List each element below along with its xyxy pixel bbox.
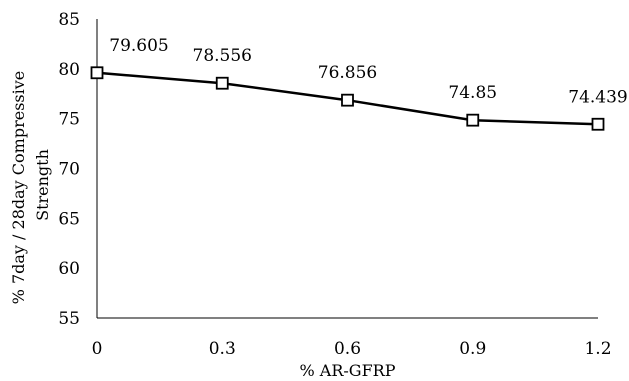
x-tick-label: 0.9 xyxy=(459,339,486,359)
x-axis-ticks: 0 0.3 0.6 0.9 1.2 xyxy=(92,339,612,359)
data-labels: 79.605 78.556 76.856 74.85 74.439 xyxy=(109,36,627,107)
y-axis-title-line-2: Strength xyxy=(33,149,52,221)
data-label: 78.556 xyxy=(193,46,252,66)
x-tick-label: 0.3 xyxy=(209,339,236,359)
data-point-marker xyxy=(215,76,229,90)
x-tick-label: 1.2 xyxy=(584,339,611,359)
y-tick-label: 70 xyxy=(58,160,80,180)
data-label: 79.605 xyxy=(109,36,168,56)
y-axis-ticks: 55 60 65 70 75 80 85 xyxy=(58,10,80,329)
y-tick-label: 60 xyxy=(58,259,80,279)
y-tick-label: 80 xyxy=(58,60,80,80)
y-axis-title: % 7day / 28day Compressive Strength xyxy=(9,66,52,305)
x-axis-title: % AR-GFRP xyxy=(300,361,396,380)
y-tick-label: 85 xyxy=(58,10,80,30)
data-label: 74.85 xyxy=(448,83,497,103)
data-label: 74.439 xyxy=(568,87,627,107)
y-tick-label: 55 xyxy=(58,309,80,329)
data-point-marker xyxy=(466,113,480,127)
series-markers xyxy=(90,66,605,131)
data-point-marker xyxy=(591,117,605,131)
data-point-marker xyxy=(341,93,354,107)
x-tick-label: 0 xyxy=(92,339,103,359)
y-axis-title-line-1: % 7day / 28day Compressive xyxy=(9,71,28,305)
data-label: 76.856 xyxy=(318,63,377,83)
y-tick-label: 65 xyxy=(58,209,80,229)
x-tick-label: 0.6 xyxy=(334,339,361,359)
data-point-marker xyxy=(90,66,104,80)
y-tick-label: 75 xyxy=(58,110,80,130)
